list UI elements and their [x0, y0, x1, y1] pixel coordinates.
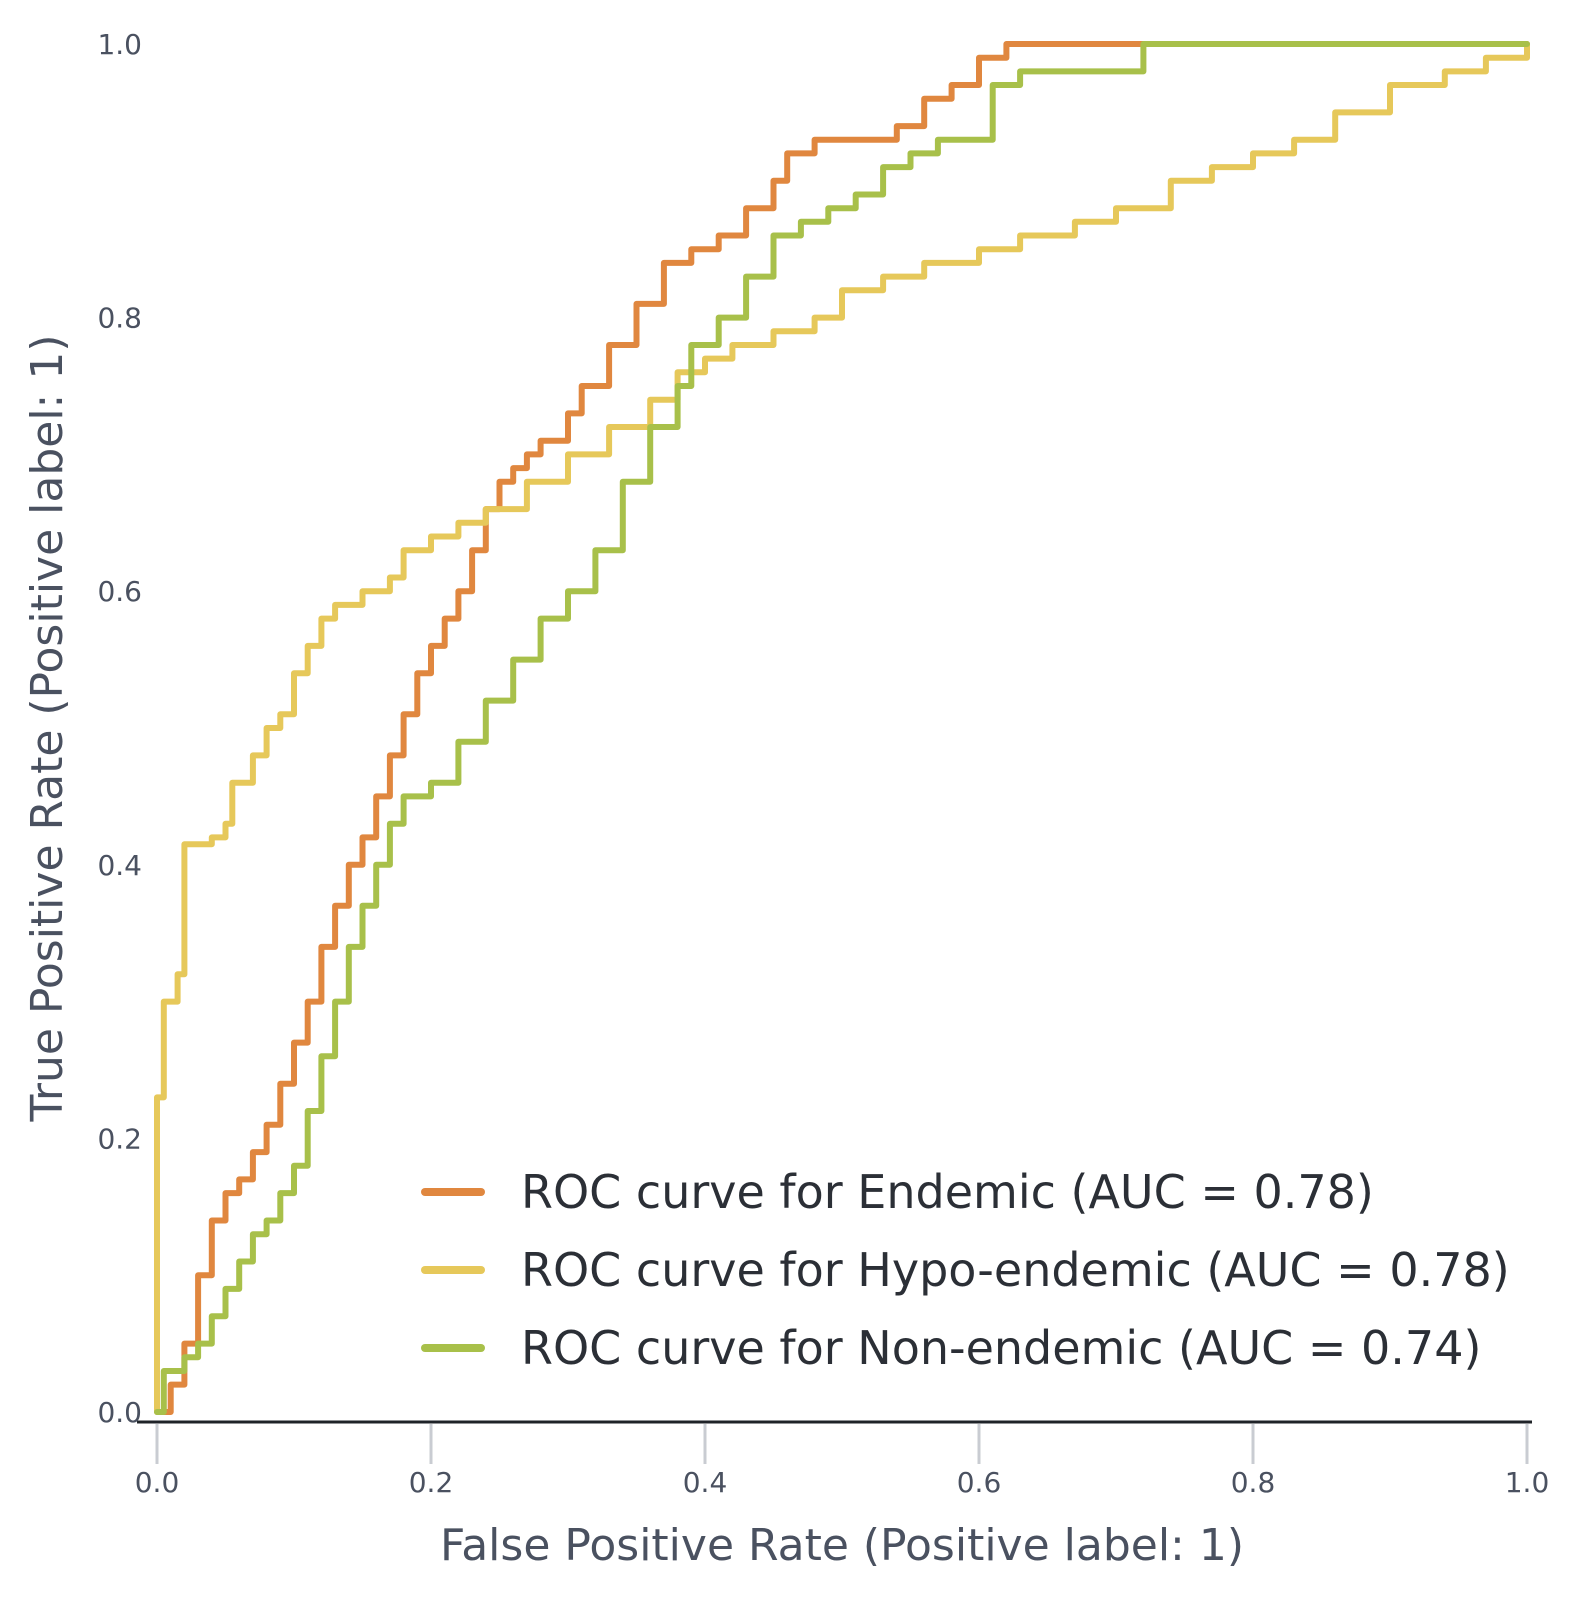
legend: ROC curve for Endemic (AUC = 0.78) ROC cu… — [421, 1165, 1510, 1375]
x-tick-label: 0.2 — [409, 1466, 454, 1499]
y-axis: 0.0 0.2 0.4 0.6 0.8 1.0 — [97, 28, 142, 1429]
series-line-2 — [154, 41, 1530, 1415]
legend-label: ROC curve for Hypo-endemic (AUC = 0.78) — [521, 1243, 1510, 1297]
y-tick-label: 0.0 — [97, 1396, 142, 1429]
legend-label: ROC curve for Non-endemic (AUC = 0.74) — [521, 1321, 1481, 1375]
y-tick-label: 0.6 — [97, 575, 142, 608]
legend-label: ROC curve for Endemic (AUC = 0.78) — [521, 1165, 1374, 1219]
y-axis-title: True Positive Rate (Positive label: 1) — [22, 334, 73, 1122]
y-ticks: 0.0 0.2 0.4 0.6 0.8 1.0 — [97, 28, 142, 1429]
series-line-0 — [154, 41, 1530, 1415]
y-tick-label: 0.8 — [97, 302, 142, 335]
x-tick-label: 0.4 — [683, 1466, 728, 1499]
series-layer — [154, 41, 1530, 1415]
x-tick-label: 0.6 — [957, 1466, 1002, 1499]
y-tick-label: 0.2 — [97, 1122, 142, 1155]
x-tick-label: 0.8 — [1231, 1466, 1276, 1499]
x-ticks: 0.0 0.2 0.4 0.6 0.8 1.0 — [135, 1424, 1550, 1499]
series-line-1 — [154, 41, 1530, 1415]
x-tick-label: 1.0 — [1505, 1466, 1550, 1499]
y-tick-label: 1.0 — [97, 28, 142, 61]
x-axis: 0.0 0.2 0.4 0.6 0.8 1.0 — [135, 1420, 1550, 1499]
x-axis-title: False Positive Rate (Positive label: 1) — [440, 1520, 1244, 1571]
x-tick-label: 0.0 — [135, 1466, 180, 1499]
y-tick-label: 0.4 — [97, 849, 142, 882]
